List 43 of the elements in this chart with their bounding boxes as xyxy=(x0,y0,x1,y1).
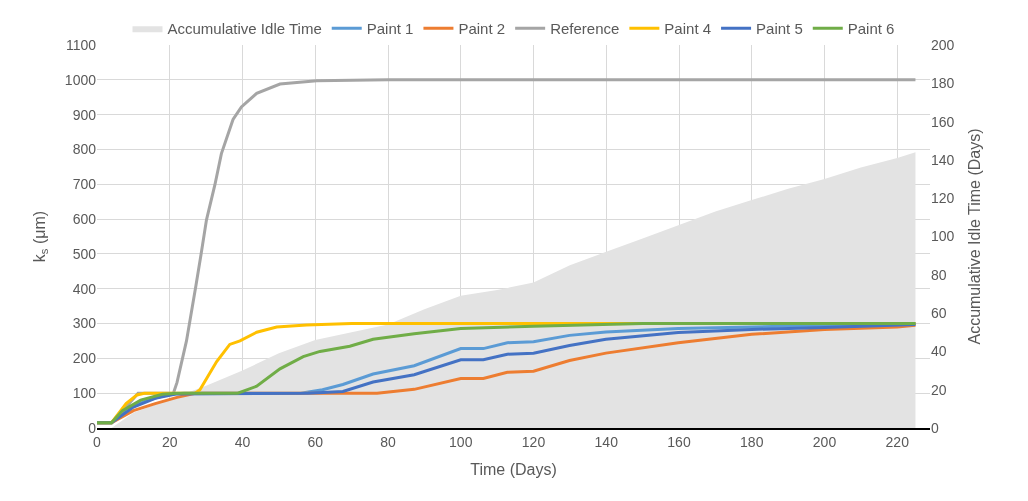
x-tick-label: 100 xyxy=(449,433,473,450)
y-tick-label: 700 xyxy=(72,176,97,193)
x-tick-label: 80 xyxy=(380,433,396,450)
y-tick-label: 400 xyxy=(72,280,97,297)
legend-label: Accumulative Idle Time xyxy=(167,20,322,38)
y2-tick-label: 40 xyxy=(931,343,947,360)
x-axis-title: Time (Days) xyxy=(470,461,557,478)
y2-tick-label: 200 xyxy=(931,36,955,53)
y2-tick-label: 160 xyxy=(931,113,955,130)
x-tick-label: 40 xyxy=(234,433,251,450)
x-tick-label: 20 xyxy=(161,433,178,450)
y-tick-label: 1100 xyxy=(65,36,97,53)
y-tick-label: 200 xyxy=(72,350,97,367)
y-tick-label: 500 xyxy=(72,245,97,262)
y-tick-label: 900 xyxy=(72,106,97,123)
y-tick-label: 800 xyxy=(72,141,97,158)
legend-label: Paint 2 xyxy=(458,20,506,38)
y-tick-label: 0 xyxy=(88,419,97,436)
x-tick-label: 220 xyxy=(885,433,910,450)
y-tick-label: 100 xyxy=(72,385,97,402)
y-tick-label: 600 xyxy=(72,210,97,227)
x-tick-label: 140 xyxy=(594,433,619,450)
x-tick-label: 200 xyxy=(812,433,837,450)
y2-axis-title: Accumulative Idle Time (Days) xyxy=(966,128,984,345)
y2-tick-label: 80 xyxy=(931,266,947,283)
x-tick-label: 180 xyxy=(740,433,764,450)
y2-tick-label: 60 xyxy=(931,305,947,321)
y-tick-label: 1000 xyxy=(64,71,97,88)
y2-tick-label: 180 xyxy=(931,75,955,92)
y-tick-label: 300 xyxy=(72,315,97,332)
y2-tick-label: 140 xyxy=(931,151,955,168)
y2-tick-label: 20 xyxy=(931,381,947,398)
y2-tick-label: 0 xyxy=(931,419,939,436)
x-tick-label: 120 xyxy=(521,433,546,450)
x-tick-label: 60 xyxy=(307,433,324,450)
legend-label: Paint 5 xyxy=(756,20,803,38)
x-tick-label: 160 xyxy=(667,433,691,450)
legend-label: Paint 1 xyxy=(366,20,414,38)
y2-tick-label: 100 xyxy=(931,228,955,245)
legend-label: Reference xyxy=(550,20,620,38)
legend-label: Paint 4 xyxy=(664,20,712,38)
legend-label: Paint 6 xyxy=(847,20,895,38)
y2-tick-label: 120 xyxy=(931,190,955,207)
